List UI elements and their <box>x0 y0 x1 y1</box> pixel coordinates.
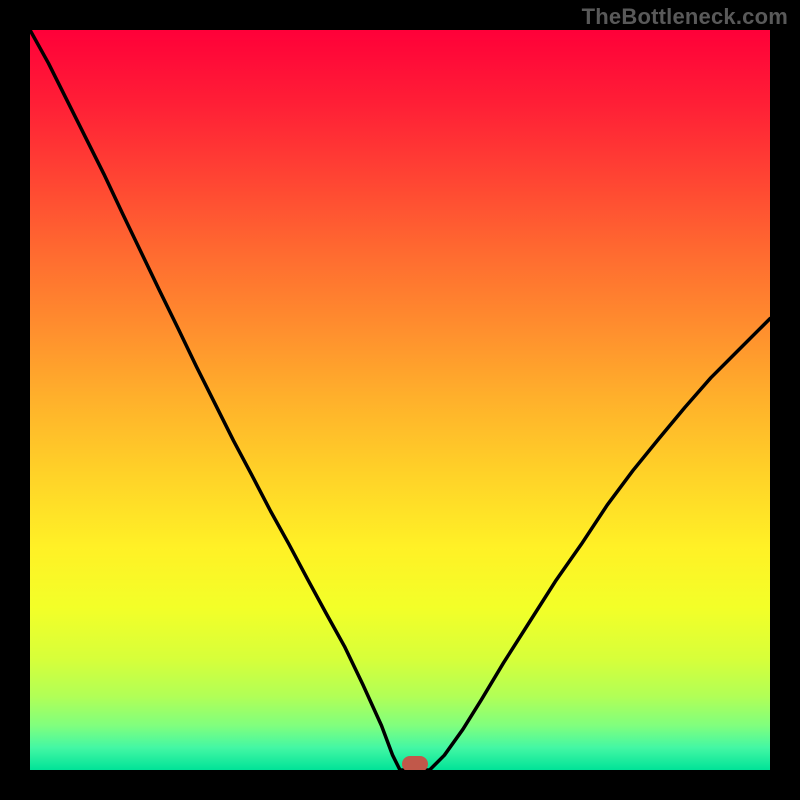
chart-panel <box>30 30 770 770</box>
chart-gradient <box>30 30 770 770</box>
minimum-marker-pill <box>402 756 428 770</box>
chart-frame: TheBottleneck.com <box>0 0 800 800</box>
minimum-marker <box>402 756 428 770</box>
watermark-text: TheBottleneck.com <box>582 4 788 30</box>
